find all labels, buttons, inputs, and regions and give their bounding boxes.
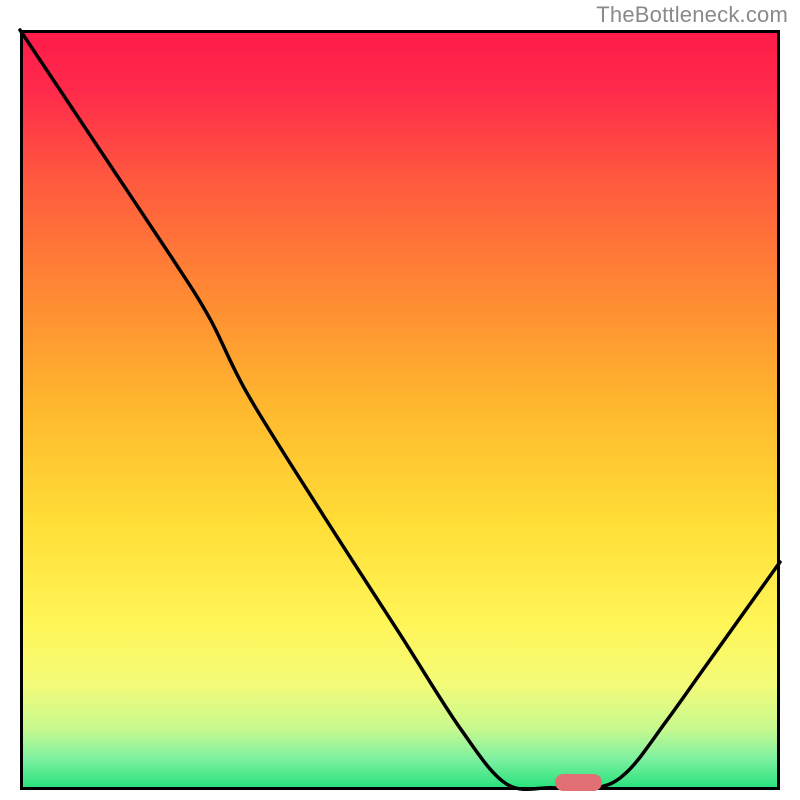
optimal-marker — [555, 774, 602, 791]
plot-area — [20, 30, 780, 790]
watermark-text: TheBottleneck.com — [596, 2, 788, 28]
bottleneck-curve — [20, 30, 780, 790]
